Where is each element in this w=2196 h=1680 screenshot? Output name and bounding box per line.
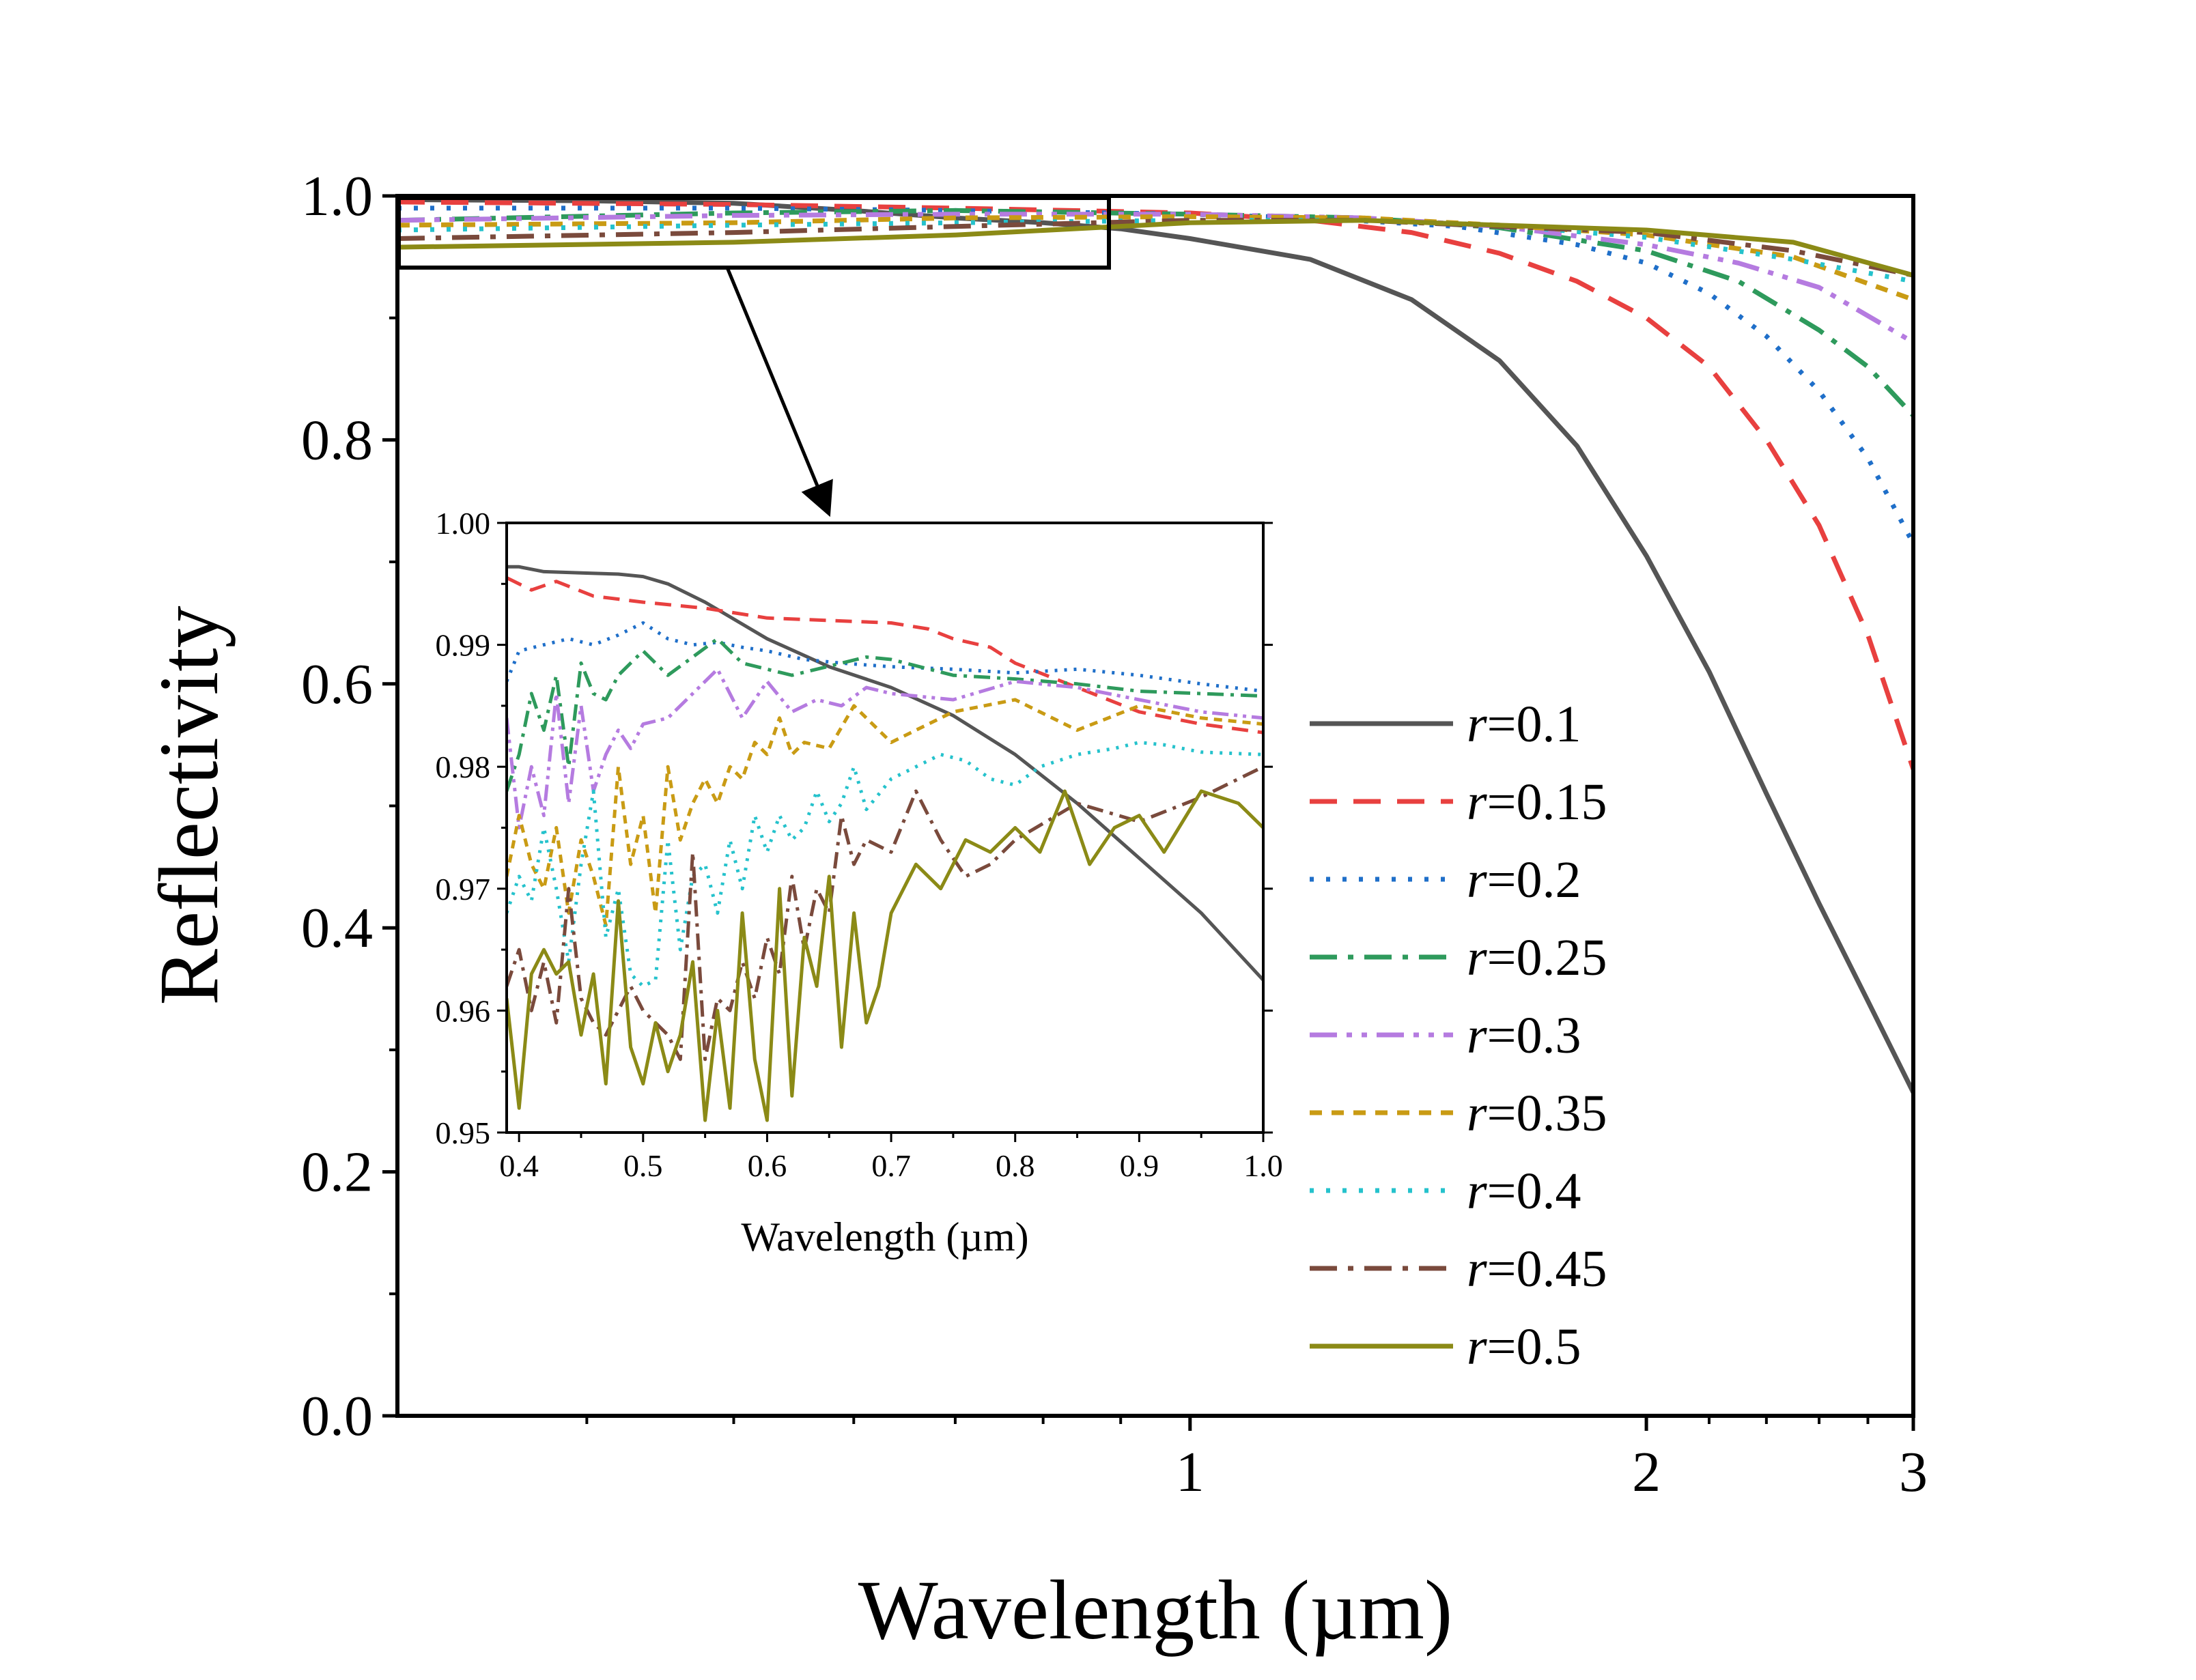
legend-label: r=0.35 [1467, 1085, 1607, 1142]
legend-label-value: =0.2 [1487, 851, 1581, 909]
legend-label-variable: r [1467, 1007, 1487, 1064]
inset-plot: 0.95 0.96 0.97 0.98 0.99 1.00 0.4 0.5 0.6 0.7 0.8 0… [436, 506, 1283, 1259]
inset-series-line [507, 741, 1263, 988]
legend: r=0.1r=0.15r=0.2r=0.25r=0.3r=0.35r=0.4r=… [1310, 696, 1607, 1376]
inset-series-line [507, 789, 1263, 1122]
legend-label-value: =0.3 [1487, 1007, 1581, 1064]
inset-x-tick-label: 0.7 [871, 1148, 911, 1183]
inset-series-line [507, 565, 1263, 982]
legend-label-value: =0.5 [1487, 1318, 1581, 1376]
zoom-arrow [725, 267, 833, 517]
main-x-tick-label: 1 [1176, 1440, 1205, 1504]
legend-label-value: =0.4 [1487, 1163, 1581, 1220]
inset-x-tick-label: 1.0 [1243, 1148, 1283, 1183]
main-y-axis-title: Reflectivity [142, 606, 236, 1005]
inset-x-tick-label: 0.9 [1120, 1148, 1159, 1183]
inset-x-axis-title: Wavelength (µm) [741, 1214, 1028, 1259]
inset-series-line [507, 667, 1263, 829]
inset-y-tick-label: 0.97 [436, 872, 491, 907]
zoom-region-box [397, 196, 1111, 270]
inset-y-tick-label: 0.99 [436, 628, 491, 663]
main-x-tick-label: 3 [1899, 1440, 1928, 1504]
main-series-group [397, 197, 1913, 1094]
inset-y-tick-label: 1.00 [436, 506, 491, 541]
main-y-tick-label: 0.8 [301, 408, 373, 472]
main-y-tick-label: 0.4 [301, 896, 373, 960]
legend-label-value: =0.15 [1487, 773, 1607, 831]
main-y-tick-label: 0.0 [301, 1384, 373, 1448]
legend-label-variable: r [1467, 929, 1487, 986]
legend-label-value: =0.35 [1487, 1085, 1607, 1142]
inset-y-tick-label: 0.96 [436, 993, 491, 1028]
inset-series-line [507, 698, 1263, 927]
main-series-line [397, 197, 1913, 1094]
inset-x-tick-label: 0.5 [623, 1148, 663, 1183]
inset-series-group [507, 565, 1263, 1122]
inset-y-tick-label: 0.95 [436, 1115, 491, 1150]
legend-label: r=0.2 [1467, 851, 1581, 909]
inset-series-line [507, 576, 1263, 735]
legend-label-variable: r [1467, 773, 1487, 831]
main-series-line [397, 218, 1913, 284]
inset-y-tick-label: 0.98 [436, 750, 491, 784]
legend-label-variable: r [1467, 1318, 1487, 1376]
main-series-line [397, 214, 1913, 302]
legend-label-variable: r [1467, 696, 1487, 753]
legend-label-variable: r [1467, 851, 1487, 909]
legend-label-value: =0.45 [1487, 1240, 1607, 1298]
inset-x-tick-label: 0.4 [499, 1148, 539, 1183]
legend-label-value: =0.1 [1487, 696, 1581, 753]
legend-label-variable: r [1467, 1163, 1487, 1220]
main-x-tick-label: 2 [1632, 1440, 1661, 1504]
main-y-tick-label: 1.0 [301, 165, 373, 228]
legend-label: r=0.15 [1467, 773, 1607, 831]
main-ticks-group: 0.0 0.2 0.4 0.6 0.8 1.0 1 2 3 [301, 165, 1928, 1504]
legend-label-variable: r [1467, 1240, 1487, 1298]
legend-label: r=0.25 [1467, 929, 1607, 986]
main-y-tick-label: 0.2 [301, 1141, 373, 1204]
legend-label: r=0.5 [1467, 1318, 1581, 1376]
legend-label: r=0.4 [1467, 1163, 1581, 1220]
legend-label: r=0.3 [1467, 1007, 1581, 1064]
inset-x-tick-label: 0.8 [996, 1148, 1035, 1183]
main-y-tick-label: 0.6 [301, 653, 373, 716]
inset-x-tick-label: 0.6 [748, 1148, 787, 1183]
legend-label: r=0.1 [1467, 696, 1581, 753]
main-series-line [397, 218, 1913, 278]
main-series-line [397, 199, 1913, 771]
legend-label: r=0.45 [1467, 1240, 1607, 1298]
legend-label-value: =0.25 [1487, 929, 1607, 986]
legend-label-variable: r [1467, 1085, 1487, 1142]
inset-ticks-group: 0.95 0.96 0.97 0.98 0.99 1.00 0.4 0.5 0.6 0.7 0.8 0… [436, 506, 1283, 1183]
inset-series-line [507, 637, 1263, 792]
inset-series-line [507, 621, 1263, 693]
main-x-axis-title: Wavelength (µm) [858, 1563, 1453, 1657]
